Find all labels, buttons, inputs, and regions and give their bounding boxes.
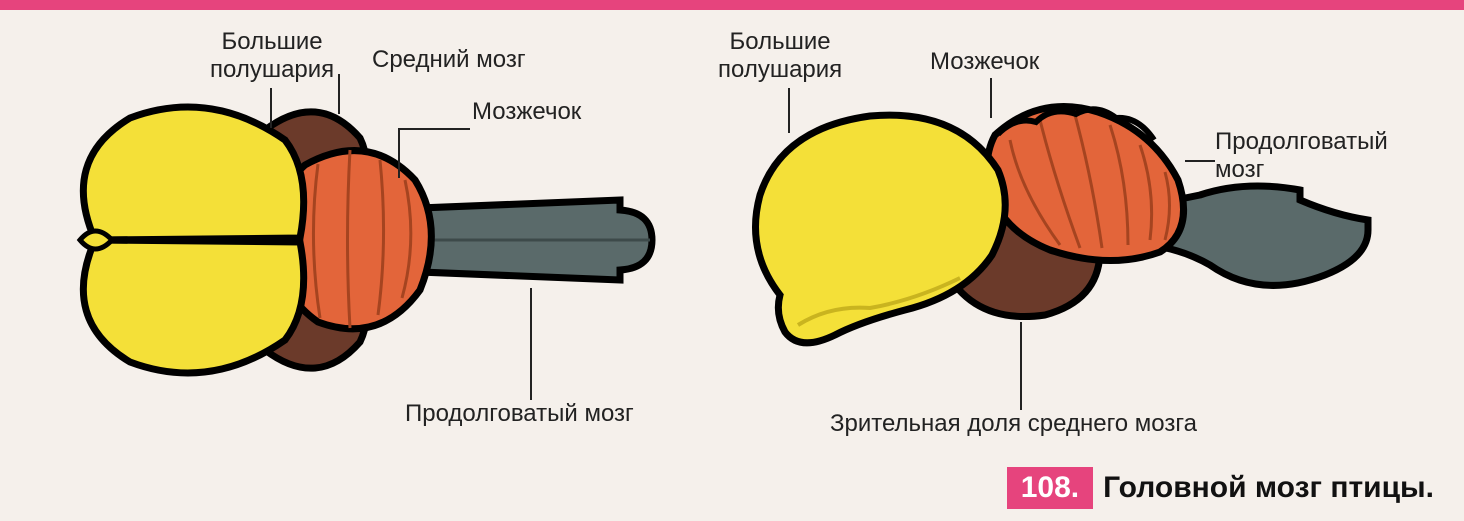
leader xyxy=(400,128,470,130)
diagram-container: Большие полушария Средний мозг Мозжечок … xyxy=(0,0,1464,521)
leader xyxy=(788,88,790,133)
label-cerebrum-right: Большие полушария xyxy=(718,28,842,83)
cerebrum-shape-lat xyxy=(756,115,1006,343)
label-cerebellum-left: Мозжечок xyxy=(472,98,581,126)
leader xyxy=(270,88,272,128)
caption-text: Головной мозг птицы. xyxy=(1103,471,1434,505)
leader xyxy=(990,78,992,118)
leader xyxy=(1020,322,1022,410)
label-opticlobe-right: Зрительная доля среднего мозга xyxy=(830,410,1197,438)
figure-caption: 108. Головной мозг птицы. xyxy=(1007,467,1434,509)
cerebrum-shape xyxy=(80,107,304,373)
leader xyxy=(398,128,400,178)
brain-dorsal-figure xyxy=(60,90,660,390)
label-medulla-right: Продолговатый мозг xyxy=(1215,128,1388,183)
label-cerebrum-left: Большие полушария xyxy=(210,28,334,83)
label-medulla-left: Продолговатый мозг xyxy=(405,400,634,428)
caption-number: 108. xyxy=(1007,467,1093,509)
leader xyxy=(1185,160,1215,162)
label-midbrain-left: Средний мозг xyxy=(372,46,526,74)
label-cerebellum-right: Мозжечок xyxy=(930,48,1039,76)
leader xyxy=(530,288,532,400)
leader xyxy=(338,74,340,114)
